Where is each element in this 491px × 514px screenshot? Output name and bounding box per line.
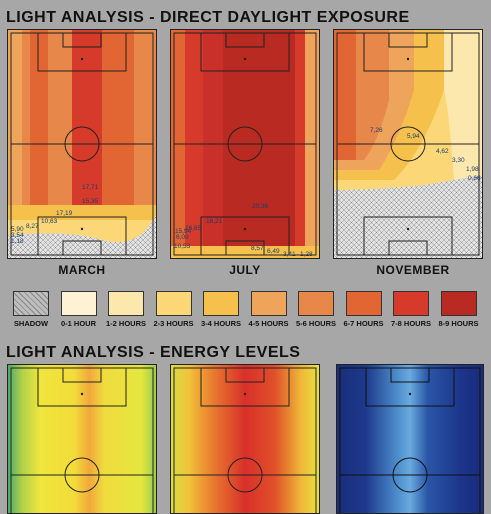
march-value-4: 10,63 <box>41 218 58 225</box>
legend-label-4: 2-3 HOURS <box>153 319 194 328</box>
november-value-2: 5,94 <box>407 133 420 140</box>
legend-swatch-1 <box>13 291 49 316</box>
march-exposure-map <box>7 29 157 259</box>
november-value-3: 4,62 <box>436 148 449 155</box>
energy-map-march <box>7 364 157 514</box>
july-value-6: 10,53 <box>174 243 191 250</box>
legend-label-10: 8-9 HOURS <box>438 319 479 328</box>
july-value-7: 8,57 <box>251 245 264 252</box>
july-value-3: 16,65 <box>185 225 202 232</box>
legend-label-6: 4-5 HOURS <box>248 319 289 328</box>
energy-map-july <box>170 364 320 514</box>
march-value-2: 15,35 <box>82 198 99 205</box>
legend-swatch-3 <box>108 291 144 316</box>
july-value-1: 20,36 <box>252 203 269 210</box>
july-value-10: 1,28 <box>300 251 313 258</box>
march-value-5: 8,27 <box>26 223 39 230</box>
november-value-4: 3,30 <box>452 157 465 164</box>
july-value-5: 6,09 <box>176 234 189 241</box>
march-value-8: 1,18 <box>11 238 24 245</box>
legend-swatch-10 <box>440 291 477 316</box>
july-exposure-map <box>170 29 320 259</box>
energy-levels-title: LIGHT ANALYSIS - ENERGY LEVELS <box>6 344 301 361</box>
legend-label-1: SHADOW <box>13 319 49 328</box>
july-value-4: 15,94 <box>175 228 192 235</box>
legend-label-7: 5-6 HOURS <box>295 319 336 328</box>
legend-swatch-4 <box>155 291 192 316</box>
march-value-6: 5,90 <box>11 226 24 233</box>
legend-swatch-7 <box>298 291 334 316</box>
energy-map-november <box>336 364 484 514</box>
legend-swatch-9 <box>393 291 429 316</box>
legend-swatch-5 <box>203 291 239 316</box>
legend-label-5: 3-4 HOURS <box>200 319 241 328</box>
legend-label-3: 1-2 HOURS <box>105 319 146 328</box>
legend-swatch-6 <box>250 291 287 316</box>
direct-daylight-title: LIGHT ANALYSIS - DIRECT DAYLIGHT EXPOSUR… <box>6 9 410 26</box>
legend-swatch-8 <box>345 291 382 316</box>
july-value-8: 6,49 <box>267 248 280 255</box>
july-value-2: 18,21 <box>206 218 223 225</box>
november-value-5: 1,98 <box>466 166 479 173</box>
month-label-july: JULY <box>229 263 261 277</box>
legend-label-2: 0-1 HOUR <box>60 319 96 328</box>
march-value-1: 17,71 <box>82 184 99 191</box>
march-value-7: 3,54 <box>11 232 24 239</box>
legend-label-8: 6-7 HOURS <box>343 319 384 328</box>
november-value-1: 7,26 <box>370 127 383 134</box>
legend-label-9: 7-8 HOURS <box>390 319 431 328</box>
march-value-3: 17,19 <box>56 210 73 217</box>
month-label-march: MARCH <box>58 263 106 277</box>
legend-swatch-2 <box>60 291 97 316</box>
month-label-november: NOVEMBER <box>376 263 450 277</box>
november-value-6: 0,66 <box>468 175 481 182</box>
july-value-9: 3,41 <box>283 251 296 258</box>
november-exposure-map <box>333 29 483 259</box>
